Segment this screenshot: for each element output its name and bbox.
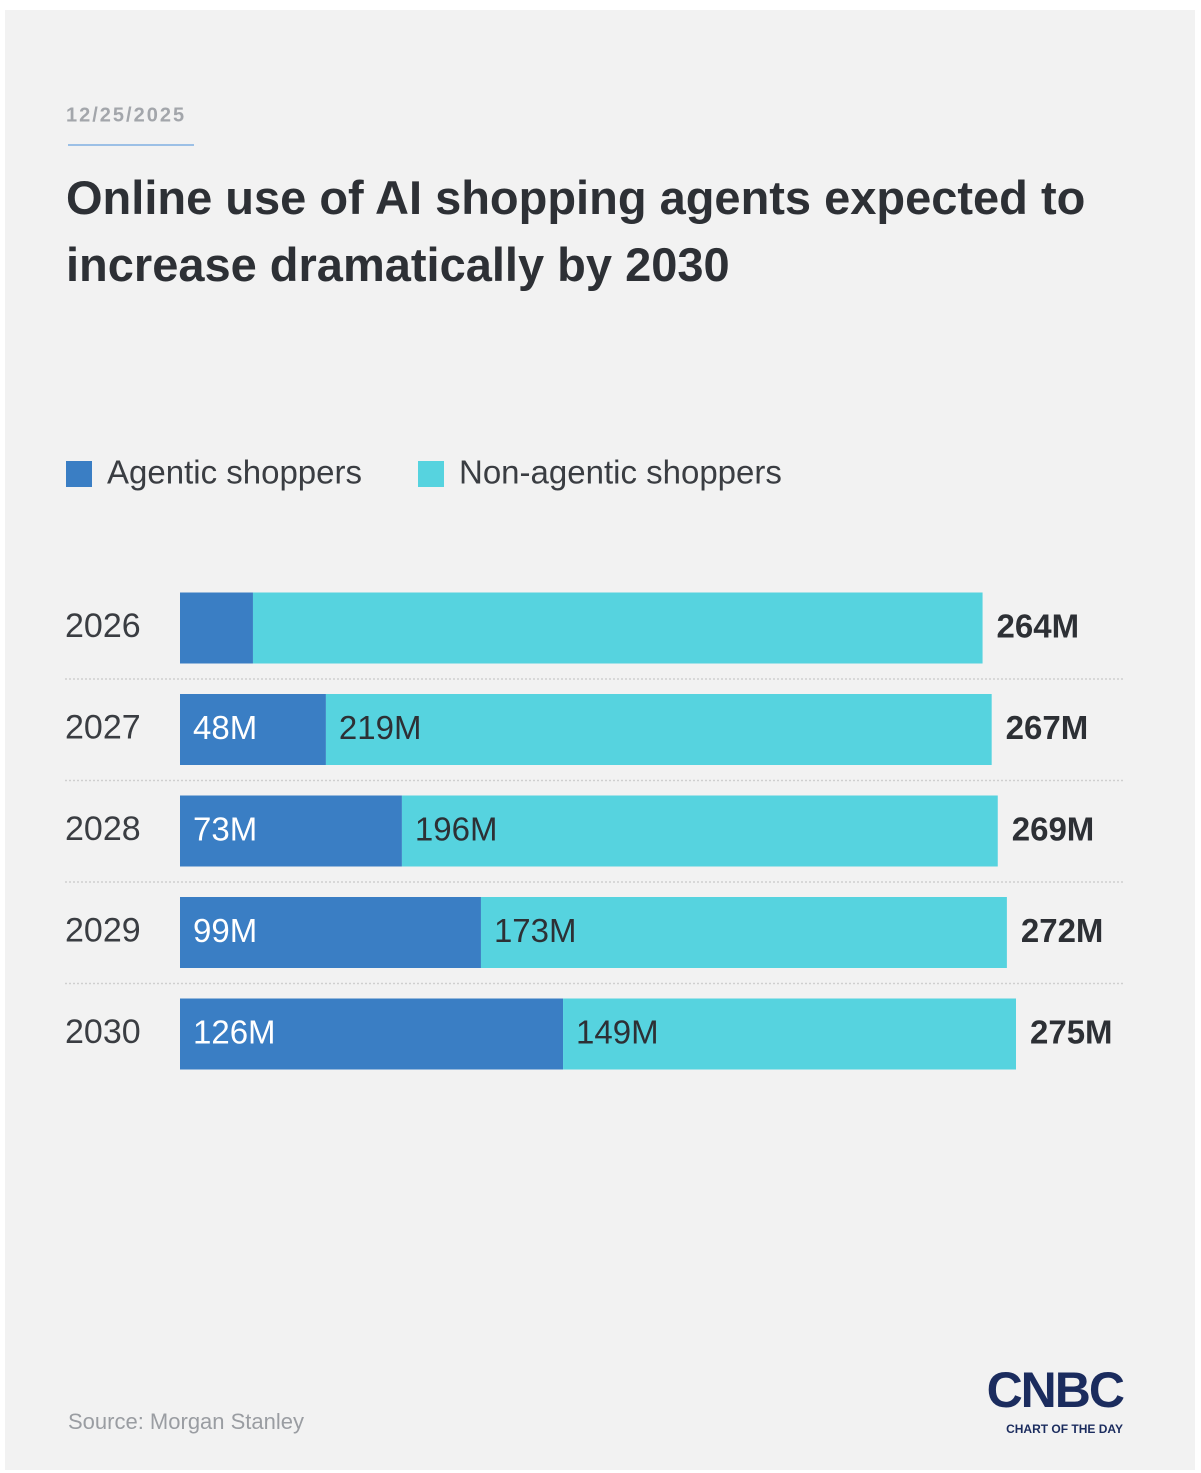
y-tick-label: 2027 <box>65 708 141 746</box>
value-label: 126M <box>193 1014 276 1051</box>
logo: CNBC <box>987 1362 1124 1418</box>
bar-segment <box>252 592 983 664</box>
bar-segment <box>325 694 992 765</box>
total-label: 272M <box>1021 912 1104 949</box>
y-tick-label: 2030 <box>65 1013 141 1051</box>
y-tick-label: 2028 <box>65 810 141 848</box>
value-label: 219M <box>339 709 422 746</box>
value-label: 99M <box>193 912 257 949</box>
y-tick-label: 2026 <box>65 607 141 645</box>
legend-label: Non-agentic shoppers <box>459 454 782 491</box>
legend-swatch <box>66 461 92 487</box>
total-label: 264M <box>997 608 1080 645</box>
value-label: 48M <box>193 709 257 746</box>
bar-segment <box>401 795 998 867</box>
logo-subtitle: CHART OF THE DAY <box>1006 1422 1123 1436</box>
value-label: 73M <box>193 811 257 848</box>
value-label: 196M <box>415 811 498 848</box>
bar-segment <box>563 998 1016 1070</box>
bar-segment <box>180 694 326 765</box>
source: Source: Morgan Stanley <box>68 1409 304 1434</box>
bar-segment <box>180 592 253 664</box>
bar-segment <box>180 795 402 867</box>
bar-segment <box>180 998 564 1070</box>
value-label: 149M <box>576 1014 659 1051</box>
chart-title: Online use of AI shopping agents expecte… <box>66 171 1085 291</box>
total-label: 267M <box>1006 709 1089 746</box>
bar-segment <box>480 897 1007 968</box>
y-tick-label: 2029 <box>65 911 141 949</box>
legend-label: Agentic shoppers <box>107 454 362 491</box>
legend-swatch <box>418 461 444 487</box>
date: 12/25/2025 <box>66 104 186 126</box>
bar-segment <box>180 897 481 968</box>
total-label: 269M <box>1012 811 1095 848</box>
value-label: 173M <box>494 912 577 949</box>
total-label: 275M <box>1030 1014 1113 1051</box>
